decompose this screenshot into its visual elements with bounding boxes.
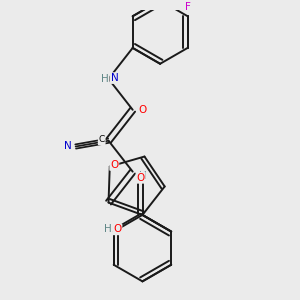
Text: N: N (111, 73, 119, 83)
Text: H: H (139, 171, 146, 181)
Text: F: F (185, 2, 191, 12)
Text: H: H (104, 224, 111, 234)
Text: O: O (113, 224, 122, 234)
Text: C: C (99, 136, 105, 145)
Text: O: O (110, 160, 118, 170)
Text: O: O (136, 172, 145, 183)
Text: N: N (64, 141, 72, 151)
Text: H: H (101, 74, 109, 84)
Text: O: O (138, 105, 147, 115)
